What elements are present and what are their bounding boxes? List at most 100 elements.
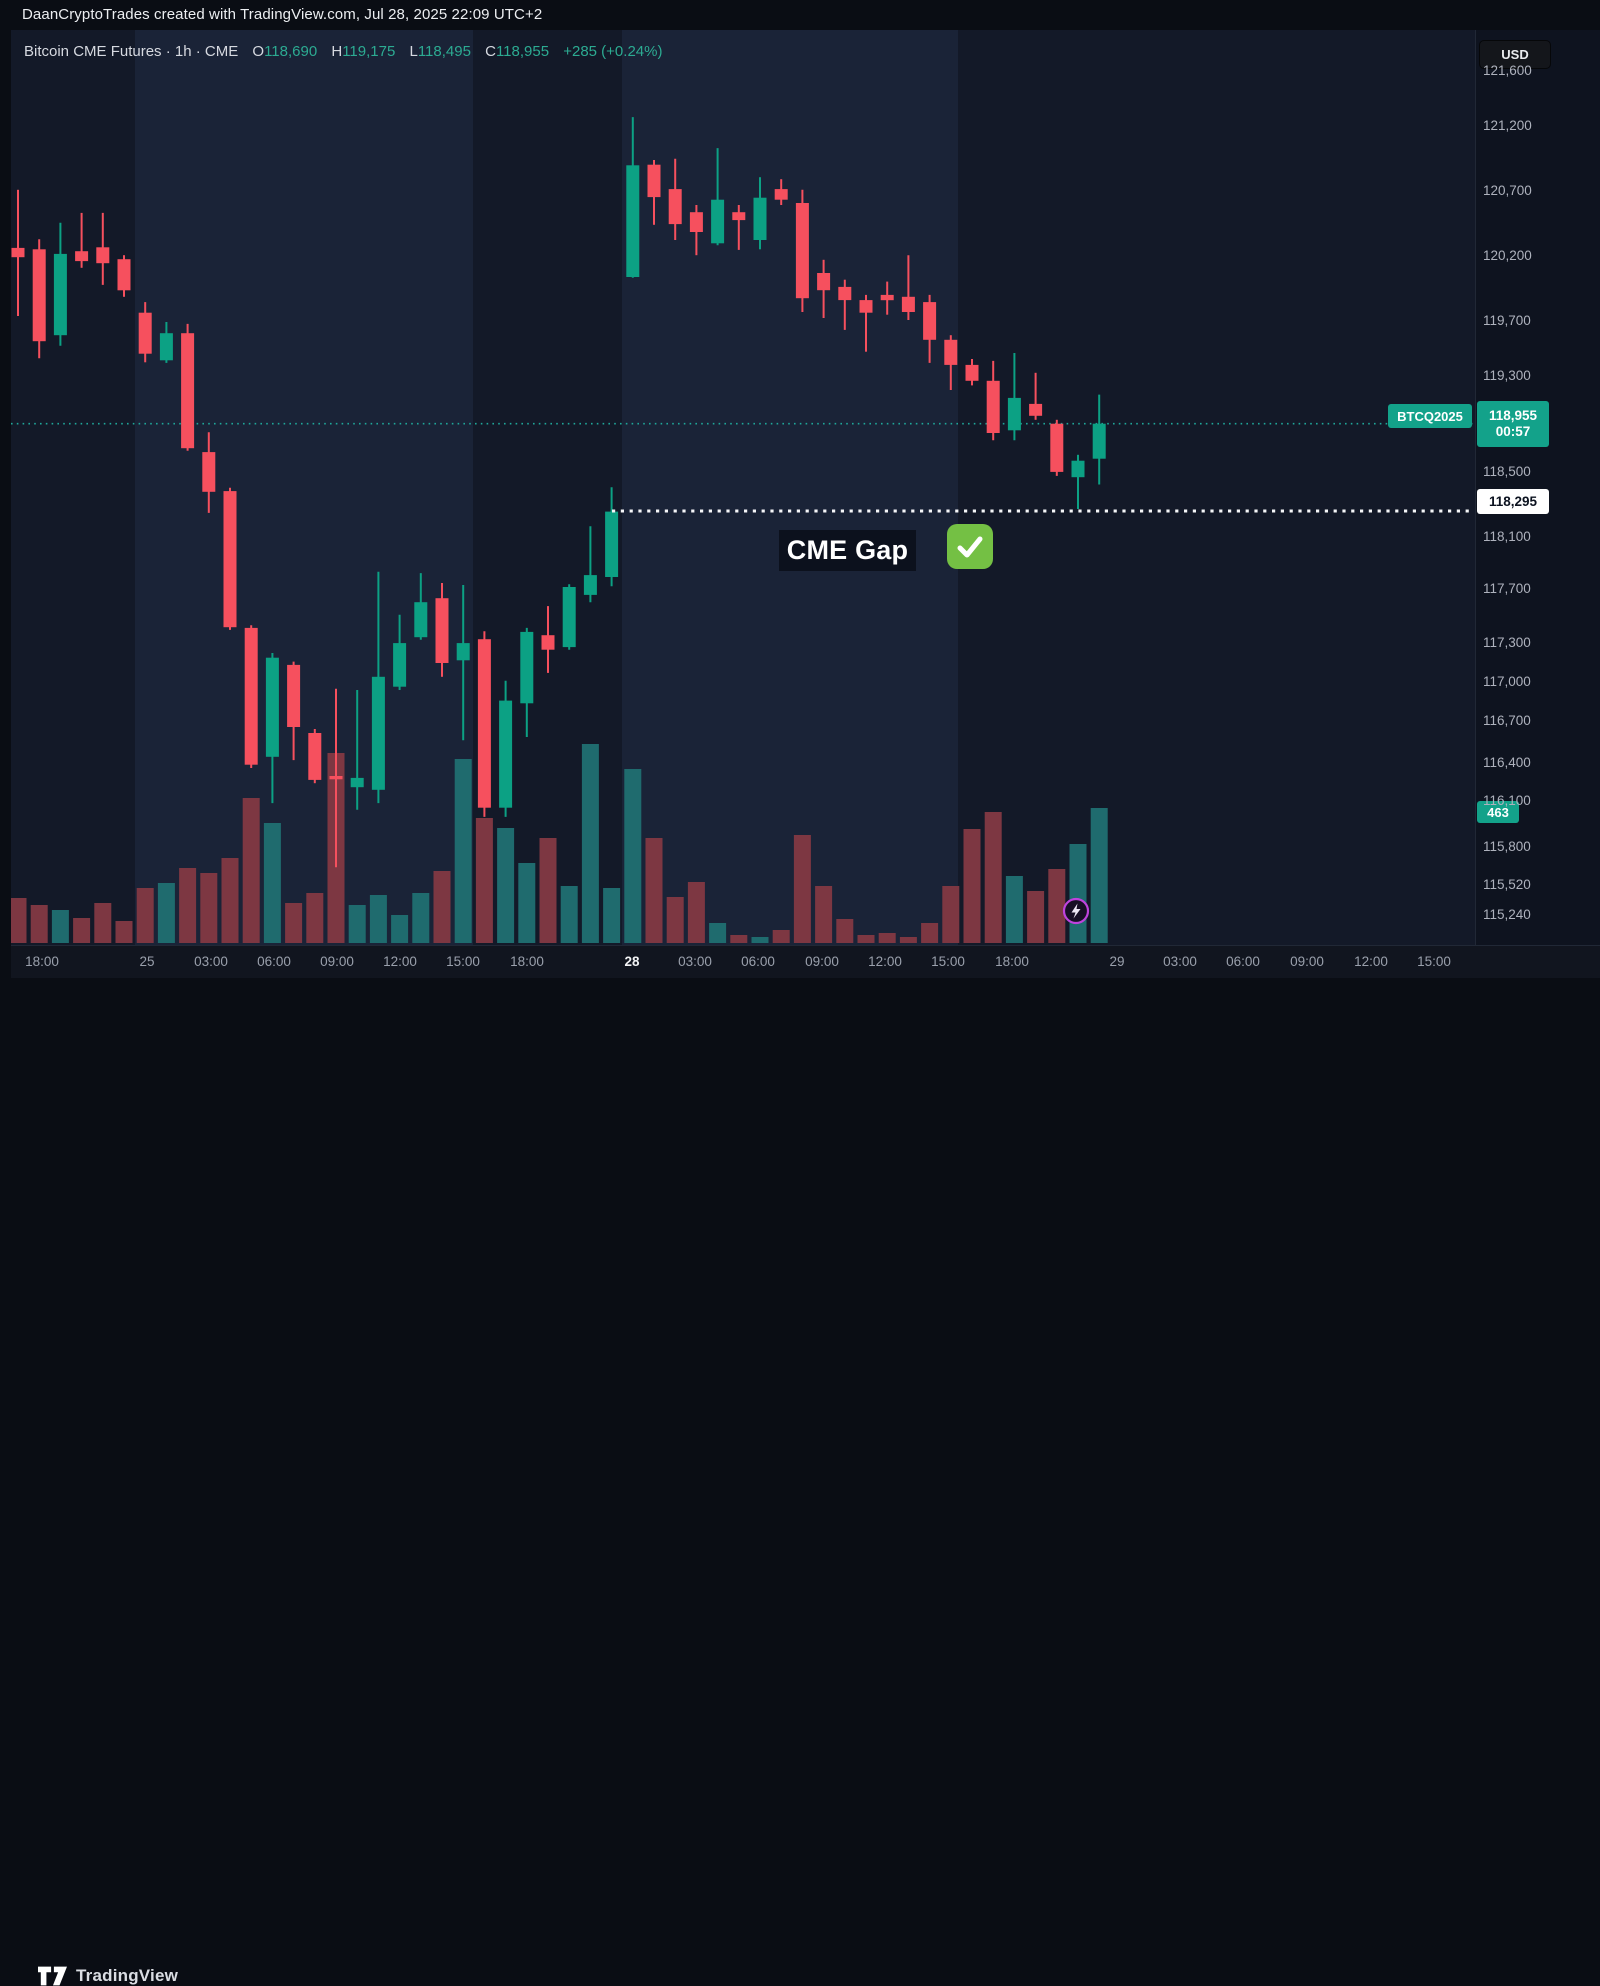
volume-value-tag: 463	[1477, 801, 1519, 823]
candlestick-plot	[11, 30, 1473, 945]
volume-bar	[751, 937, 769, 943]
candle-body	[499, 700, 513, 808]
time-axis-label: 03:00	[1163, 954, 1197, 969]
volume-bar	[115, 921, 133, 943]
time-axis-label: 18:00	[510, 954, 544, 969]
volume-bar	[179, 868, 197, 943]
volume-bar	[963, 829, 981, 943]
last-price-value: 118,955	[1488, 408, 1538, 423]
change-value: +285 (+0.24%)	[563, 43, 663, 60]
volume-bar	[942, 886, 960, 943]
volume-bar	[391, 915, 409, 943]
volume-bar	[200, 873, 218, 943]
candle-body	[138, 312, 152, 354]
volume-bar	[1069, 844, 1087, 943]
flash-icon[interactable]	[1062, 897, 1090, 925]
price-axis-label: 116,100	[1483, 793, 1531, 808]
attribution-bar: DaanCryptoTrades created with TradingVie…	[0, 0, 1600, 30]
candle-body	[880, 294, 894, 301]
candle-body	[287, 664, 301, 727]
volume-bar	[94, 903, 112, 943]
tradingview-logo[interactable]: TradingView	[38, 1966, 178, 1986]
candle-body	[795, 203, 809, 299]
candle-body	[583, 575, 597, 595]
volume-bar	[157, 883, 175, 943]
symbol-legend[interactable]: Bitcoin CME Futures · 1h · CME O118,690 …	[24, 43, 662, 60]
volume-bar	[51, 910, 69, 943]
ohlc-close-value: 118,955	[495, 43, 550, 60]
time-scale[interactable]	[11, 946, 1600, 978]
volume-bar	[666, 897, 684, 943]
candle-body	[838, 286, 852, 301]
candle-body	[562, 587, 576, 648]
candle-body	[53, 253, 67, 336]
candle-body	[202, 452, 216, 492]
price-axis-label: 121,600	[1483, 63, 1532, 78]
price-scale-divider	[1475, 30, 1476, 978]
volume-bar	[306, 893, 324, 943]
candle-body	[159, 333, 173, 361]
candle-body	[1029, 403, 1043, 416]
volume-bar	[836, 919, 854, 943]
ohlc-high-label: H	[331, 43, 343, 60]
price-axis-label: 120,200	[1483, 248, 1532, 263]
time-axis-label: 15:00	[446, 954, 480, 969]
candle-body	[986, 380, 1000, 433]
volume-bar	[878, 933, 896, 943]
time-axis-label: 09:00	[805, 954, 839, 969]
tradingview-logo-text: TradingView	[76, 1966, 179, 1985]
volume-bar	[921, 923, 939, 943]
time-axis-label: 06:00	[1226, 954, 1260, 969]
candle-body	[32, 249, 46, 342]
volume-bar	[687, 882, 705, 943]
volume-bar	[730, 935, 748, 943]
contract-tag: BTCQ2025	[1388, 404, 1472, 428]
candle-body	[647, 164, 661, 198]
candle-body	[75, 251, 89, 262]
time-axis-label: 03:00	[194, 954, 228, 969]
volume-bar	[242, 798, 260, 943]
time-axis-label: 15:00	[1417, 954, 1451, 969]
candle-body	[817, 273, 831, 291]
price-axis-label: 115,240	[1483, 907, 1531, 922]
price-axis-label: 121,200	[1483, 118, 1532, 133]
candle-body	[1071, 460, 1085, 478]
price-axis-label: 120,700	[1483, 183, 1532, 198]
candle-body	[901, 296, 915, 312]
cme-gap-annotation[interactable]: CME Gap	[779, 530, 916, 571]
volume-bar	[539, 838, 557, 943]
candle-body	[477, 639, 491, 808]
volume-bar	[793, 835, 811, 943]
candle-body	[520, 631, 534, 704]
volume-bar	[369, 895, 387, 943]
price-axis-label: 119,300	[1483, 368, 1531, 383]
volume-bar	[412, 893, 430, 943]
time-axis-label: 18:00	[25, 954, 59, 969]
time-axis-label: 28	[624, 954, 640, 969]
candle-body	[435, 598, 449, 663]
volume-bar	[30, 905, 48, 943]
volume-bar	[348, 905, 366, 943]
volume-bar	[899, 937, 917, 943]
ohlc-low-value: 118,495	[417, 43, 471, 60]
checkmark-icon[interactable]	[947, 524, 993, 569]
time-axis-label: 09:00	[320, 954, 354, 969]
volume-bar	[1090, 808, 1108, 943]
candle-body	[350, 777, 364, 788]
candle-body	[329, 776, 343, 780]
candle-body	[774, 189, 788, 200]
candle-body	[859, 300, 873, 313]
volume-bar	[581, 744, 599, 943]
candle-body	[711, 199, 725, 244]
time-axis-label: 06:00	[741, 954, 775, 969]
currency-toggle-button[interactable]: USD	[1479, 40, 1551, 69]
last-price-tag: 118,955 00:57	[1477, 401, 1549, 447]
candle-body	[965, 364, 979, 381]
volume-bar	[603, 888, 621, 943]
volume-bar	[221, 858, 239, 943]
price-axis-label: 117,700	[1483, 581, 1531, 596]
candle-body	[605, 511, 619, 577]
volume-bar	[1027, 891, 1045, 943]
volume-bar	[433, 871, 451, 943]
chart-canvas[interactable]	[11, 30, 1475, 945]
